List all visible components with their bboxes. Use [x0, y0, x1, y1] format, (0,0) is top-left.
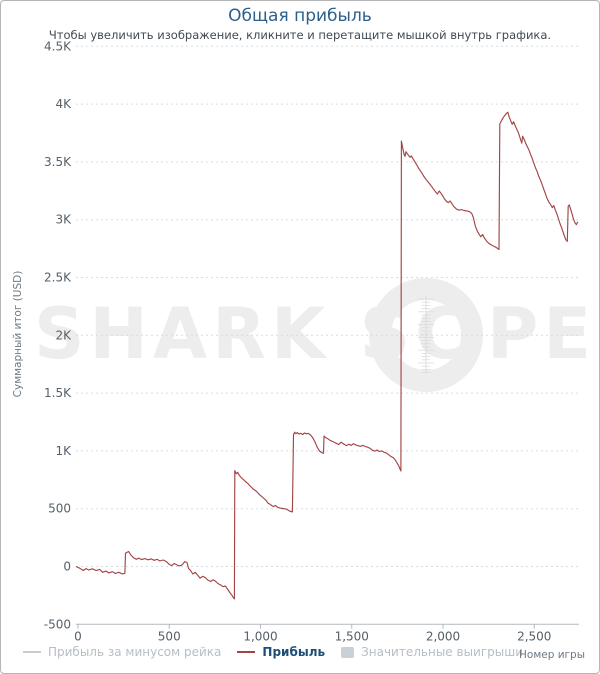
svg-text:2.5K: 2.5K	[44, 271, 72, 285]
legend-item-profit[interactable]: Прибыль	[237, 645, 325, 659]
axes	[76, 623, 579, 629]
line-swatch-icon	[22, 651, 41, 653]
gridlines	[76, 45, 579, 567]
line-swatch-icon	[237, 651, 256, 653]
svg-text:3.5K: 3.5K	[44, 155, 72, 169]
y-axis-title: Суммарный итог (USD)	[12, 271, 24, 398]
svg-text:2,000: 2,000	[426, 629, 460, 643]
svg-text:1K: 1K	[55, 444, 72, 458]
chart-hint-text: Чтобы увеличить изображение, кликните и …	[48, 28, 552, 42]
scope-crosshair-ticks	[418, 298, 434, 374]
svg-text:500: 500	[158, 629, 181, 643]
svg-text:500: 500	[48, 502, 71, 516]
legend-label: Значительные выигрыши	[361, 645, 524, 659]
legend-label: Прибыль	[262, 645, 326, 659]
svg-text:1.5K: 1.5K	[44, 386, 72, 400]
legend-item-significant-wins[interactable]: Значительные выигрыши	[341, 645, 523, 659]
svg-text:2K: 2K	[55, 328, 72, 342]
x-axis-title: Номер игры	[519, 649, 585, 661]
watermark-text-right: PE	[487, 293, 596, 375]
svg-text:2,500: 2,500	[517, 629, 551, 643]
box-swatch-icon	[341, 646, 355, 658]
chart-legend: Прибыль за минусом рейка Прибыль Значите…	[1, 645, 545, 659]
legend-label: Прибыль за минусом рейка	[47, 645, 222, 659]
svg-text:-500: -500	[44, 617, 71, 631]
svg-text:1,500: 1,500	[335, 629, 369, 643]
svg-text:4.5K: 4.5K	[44, 39, 72, 53]
svg-text:0: 0	[63, 560, 71, 574]
svg-text:1,000: 1,000	[243, 629, 277, 643]
profit-line-series	[75, 111, 579, 600]
svg-text:3K: 3K	[55, 213, 72, 227]
svg-text:4K: 4K	[55, 97, 72, 111]
legend-item-profit-minus-rake[interactable]: Прибыль за минусом рейка	[22, 645, 222, 659]
svg-text:0: 0	[74, 629, 82, 643]
page-title: Общая прибыль	[228, 6, 372, 26]
